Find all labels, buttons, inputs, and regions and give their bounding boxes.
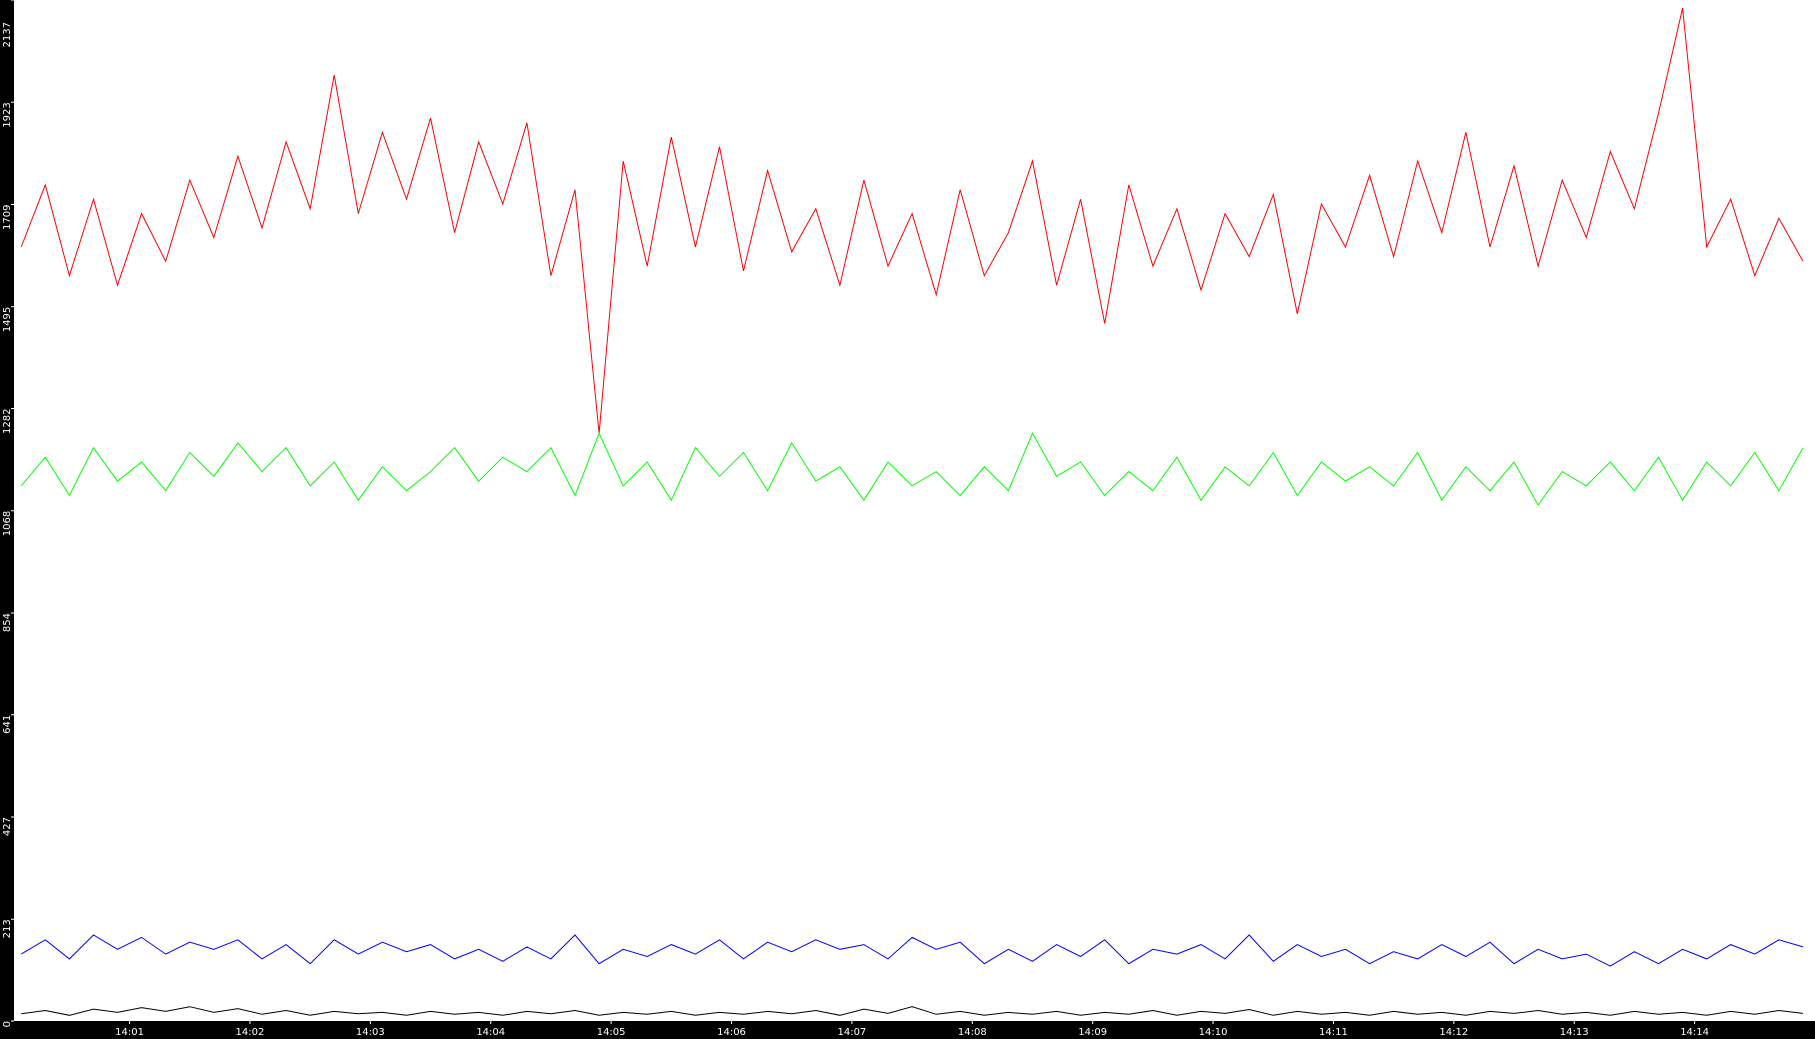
y-tick-label: 0 <box>2 1021 13 1027</box>
x-tick-label: 14:14 <box>1680 1027 1709 1038</box>
y-tick-label: 2137 <box>2 22 13 47</box>
series-line <box>20 432 1804 506</box>
y-tick-label: 1495 <box>2 307 13 332</box>
y-tick-label: 1282 <box>2 408 13 433</box>
series-line <box>21 1006 1804 1016</box>
y-tick-label: 213 <box>2 919 13 938</box>
series-line <box>20 934 1804 967</box>
y-axis-bar <box>0 0 14 1039</box>
x-tick-label: 14:12 <box>1439 1027 1468 1038</box>
x-tick-label: 14:01 <box>115 1027 144 1038</box>
x-tick-label: 14:04 <box>476 1027 505 1038</box>
y-tick-label: 1709 <box>2 204 13 229</box>
x-tick-label: 14:05 <box>597 1027 626 1038</box>
y-tick-label: 1923 <box>2 102 13 127</box>
y-tick-label: 1068 <box>2 511 13 536</box>
x-tick-label: 14:13 <box>1560 1027 1589 1038</box>
x-tick-label: 14:10 <box>1199 1027 1228 1038</box>
x-tick-label: 14:03 <box>356 1027 385 1038</box>
x-tick-label: 14:11 <box>1319 1027 1348 1038</box>
y-tick-label: 641 <box>2 715 13 734</box>
x-tick-label: 14:08 <box>958 1027 987 1038</box>
series-line <box>20 7 1804 434</box>
x-tick-label: 14:06 <box>717 1027 746 1038</box>
y-tick-label: 854 <box>2 613 13 632</box>
y-tick-label: 427 <box>2 817 13 836</box>
x-tick-label: 14:02 <box>236 1027 265 1038</box>
x-axis-bar <box>0 1021 1815 1039</box>
x-tick-label: 14:07 <box>837 1027 866 1038</box>
x-tick-label: 14:09 <box>1078 1027 1107 1038</box>
